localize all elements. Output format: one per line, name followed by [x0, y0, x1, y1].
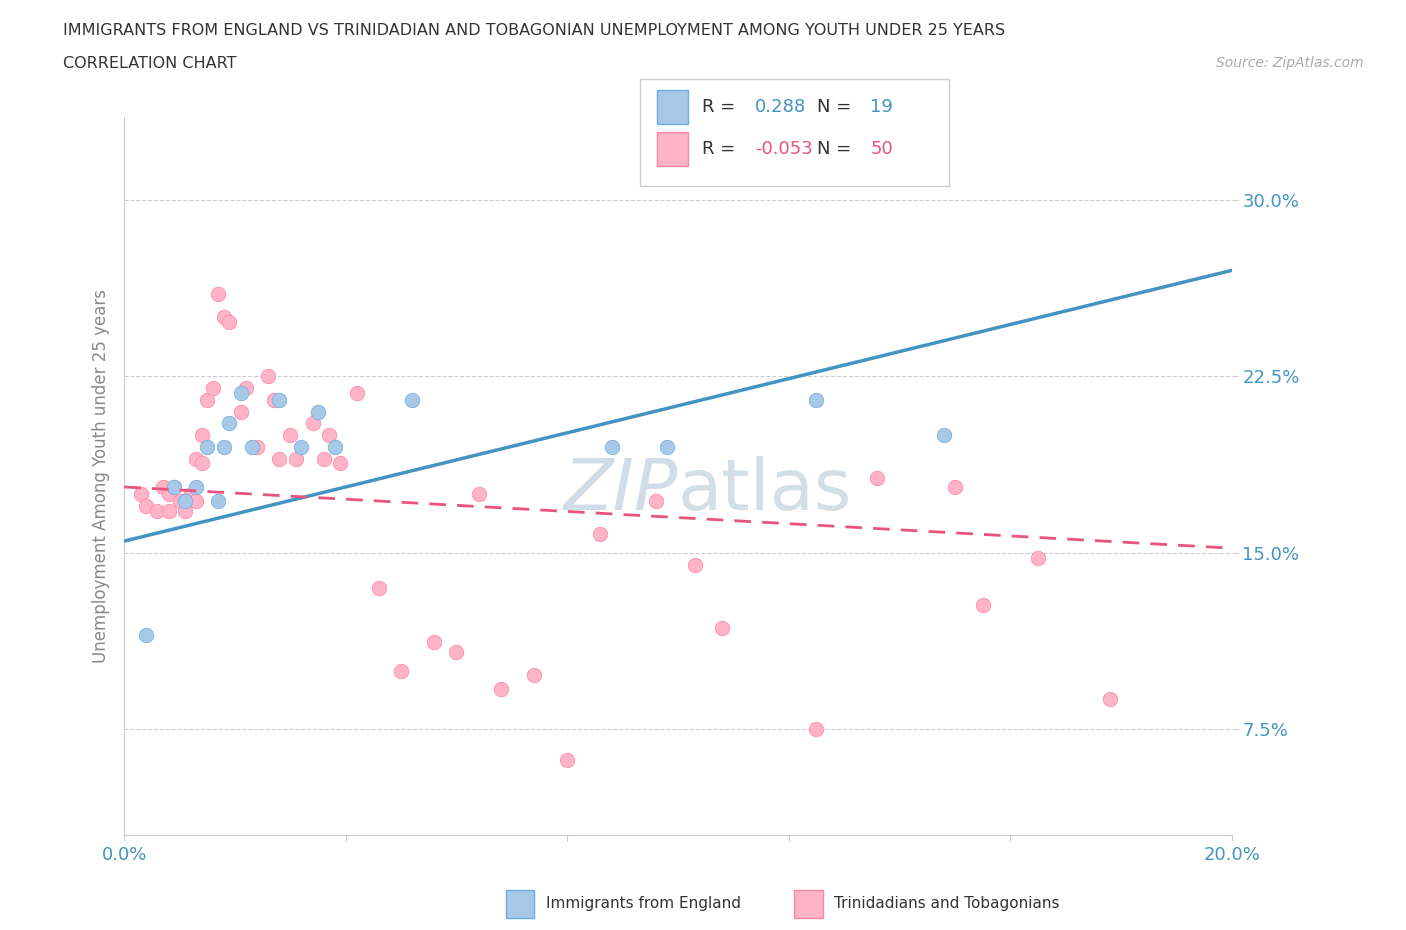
- Point: [806, 392, 828, 407]
- Point: [943, 480, 966, 495]
- Text: R =: R =: [702, 140, 741, 158]
- Point: [318, 428, 340, 443]
- Point: [446, 644, 468, 659]
- Point: [169, 494, 191, 509]
- Point: [235, 380, 257, 395]
- Point: [135, 498, 157, 513]
- Point: [174, 494, 197, 509]
- Point: [157, 503, 180, 518]
- Point: [346, 385, 368, 400]
- Point: [312, 451, 335, 466]
- Y-axis label: Unemployment Among Youth under 25 years: Unemployment Among Youth under 25 years: [93, 289, 110, 663]
- Text: R =: R =: [702, 98, 741, 116]
- Point: [467, 486, 489, 501]
- Point: [129, 486, 152, 501]
- Point: [218, 314, 240, 329]
- Point: [218, 416, 240, 431]
- Point: [389, 663, 412, 678]
- Point: [269, 392, 291, 407]
- Point: [401, 392, 423, 407]
- Point: [290, 440, 312, 455]
- Point: [644, 494, 666, 509]
- Text: ZIP: ZIP: [564, 457, 678, 525]
- Text: 0.288: 0.288: [755, 98, 806, 116]
- Point: [195, 392, 218, 407]
- Point: [368, 580, 391, 595]
- Point: [683, 557, 706, 572]
- Point: [323, 440, 346, 455]
- Point: [555, 752, 578, 767]
- Point: [195, 440, 218, 455]
- Text: N =: N =: [817, 140, 856, 158]
- Point: [269, 451, 291, 466]
- Point: [489, 682, 512, 697]
- Point: [1026, 551, 1049, 565]
- Point: [152, 480, 174, 495]
- Point: [806, 722, 828, 737]
- Point: [423, 635, 446, 650]
- Text: Immigrants from England: Immigrants from England: [546, 897, 741, 911]
- Text: N =: N =: [817, 98, 856, 116]
- Point: [174, 503, 197, 518]
- Point: [201, 380, 224, 395]
- Text: atlas: atlas: [678, 457, 852, 525]
- Point: [523, 668, 546, 683]
- Point: [329, 456, 352, 471]
- Text: Trinidadians and Tobagonians: Trinidadians and Tobagonians: [834, 897, 1059, 911]
- Point: [207, 286, 229, 301]
- Text: 19: 19: [870, 98, 893, 116]
- Point: [589, 526, 612, 541]
- Point: [284, 451, 307, 466]
- Point: [1098, 691, 1121, 706]
- Point: [212, 440, 235, 455]
- Point: [163, 480, 186, 495]
- Point: [186, 480, 208, 495]
- Point: [263, 392, 285, 407]
- Point: [190, 456, 212, 471]
- Point: [180, 486, 202, 501]
- Point: [146, 503, 169, 518]
- Point: [932, 428, 955, 443]
- Point: [229, 405, 252, 419]
- Point: [600, 440, 623, 455]
- Text: 50: 50: [870, 140, 893, 158]
- Point: [229, 385, 252, 400]
- Point: [240, 440, 263, 455]
- Point: [190, 428, 212, 443]
- Point: [711, 621, 734, 636]
- Point: [280, 428, 302, 443]
- Point: [655, 440, 678, 455]
- Point: [307, 405, 329, 419]
- Point: [866, 470, 889, 485]
- Text: Source: ZipAtlas.com: Source: ZipAtlas.com: [1216, 56, 1364, 70]
- Point: [246, 440, 269, 455]
- Text: CORRELATION CHART: CORRELATION CHART: [63, 56, 236, 71]
- Point: [186, 494, 208, 509]
- Point: [207, 494, 229, 509]
- Text: -0.053: -0.053: [755, 140, 813, 158]
- Point: [163, 480, 186, 495]
- Point: [157, 486, 180, 501]
- Point: [301, 416, 323, 431]
- Point: [257, 369, 280, 384]
- Point: [212, 310, 235, 325]
- Text: IMMIGRANTS FROM ENGLAND VS TRINIDADIAN AND TOBAGONIAN UNEMPLOYMENT AMONG YOUTH U: IMMIGRANTS FROM ENGLAND VS TRINIDADIAN A…: [63, 23, 1005, 38]
- Point: [135, 628, 157, 643]
- Point: [972, 597, 994, 612]
- Point: [186, 451, 208, 466]
